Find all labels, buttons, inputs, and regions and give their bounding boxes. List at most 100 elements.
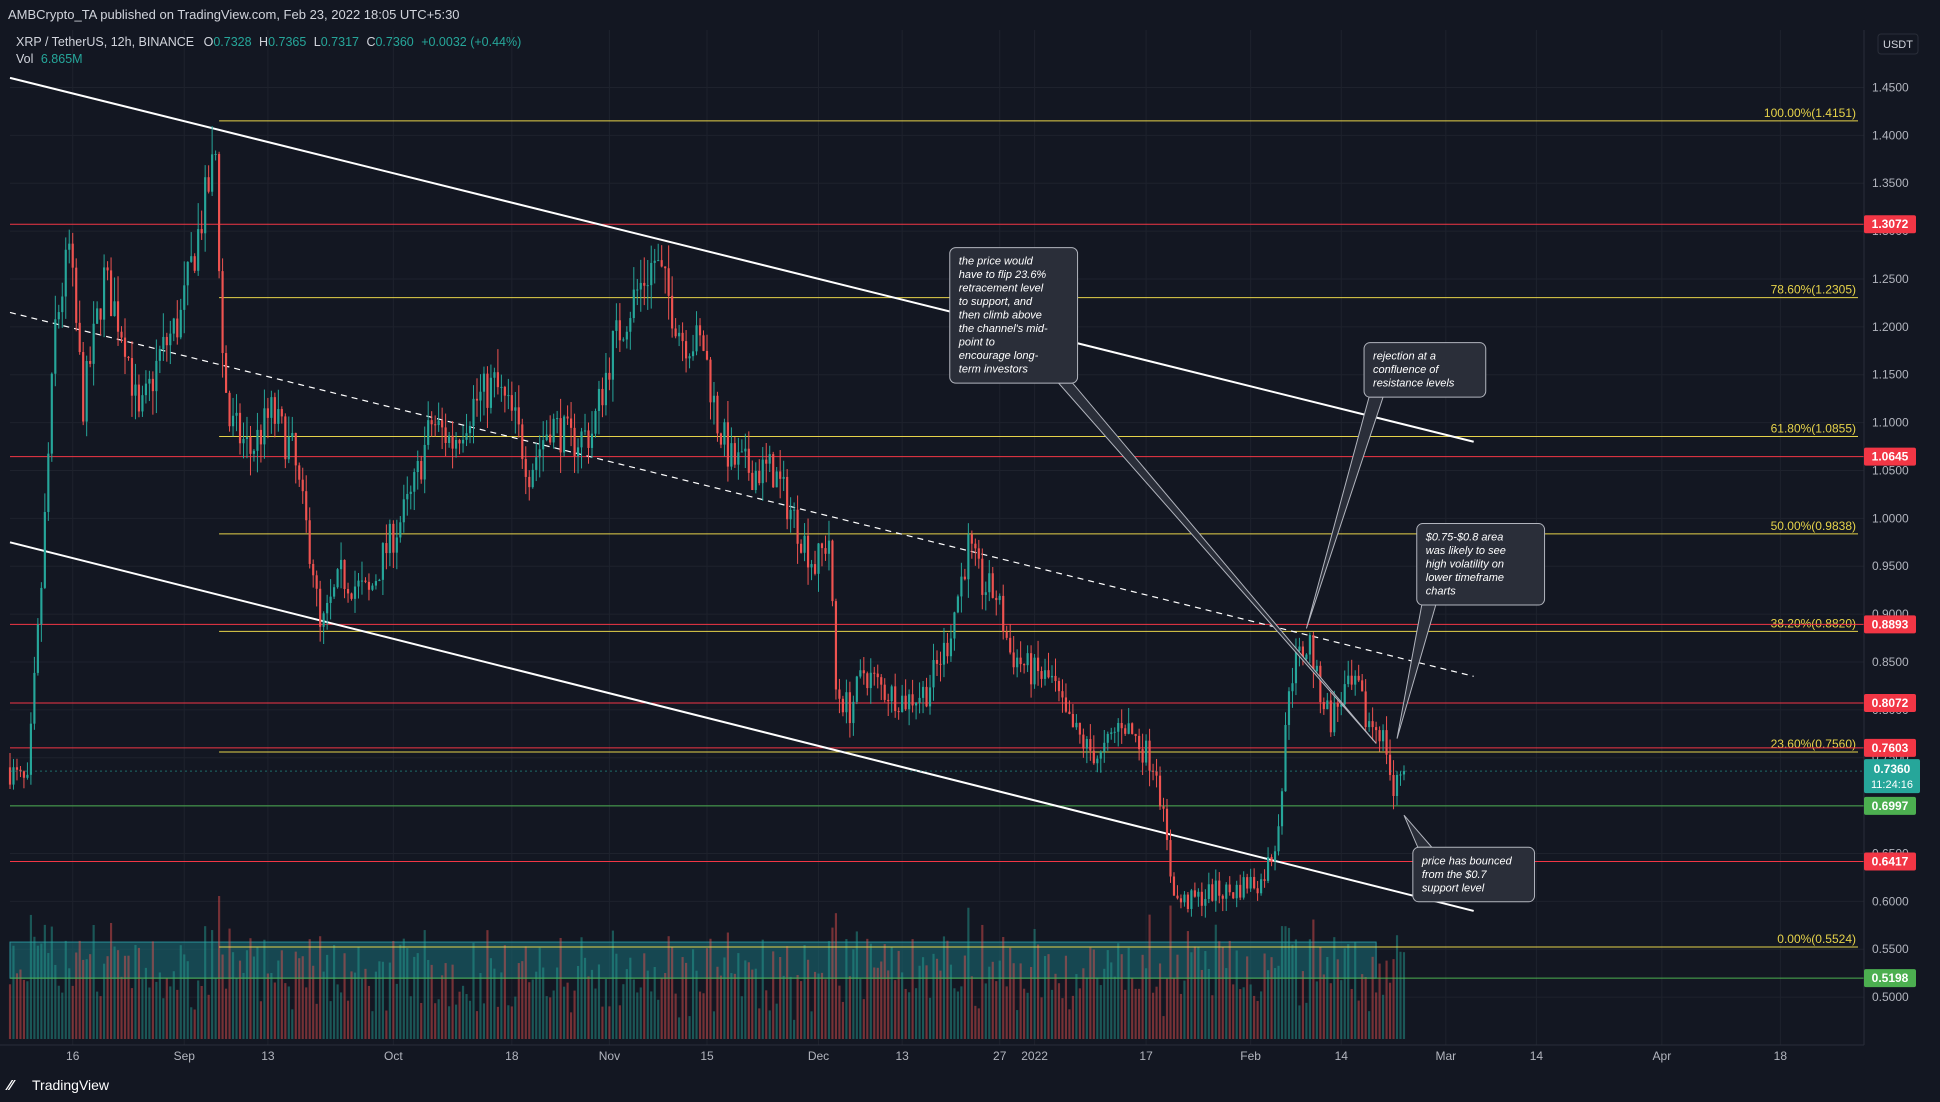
candle[interactable] [245,437,249,439]
candle[interactable] [650,262,653,286]
candle[interactable] [901,695,904,713]
candle[interactable] [388,523,391,554]
candle[interactable] [218,154,221,272]
candle[interactable] [346,589,350,594]
candle[interactable] [402,499,405,523]
candle[interactable] [266,408,269,418]
candle[interactable] [611,330,614,380]
candle[interactable] [329,596,332,603]
candle[interactable] [789,509,792,520]
candle[interactable] [120,331,123,338]
candle[interactable] [22,771,26,778]
candle[interactable] [1043,670,1047,679]
candle[interactable] [169,333,172,346]
candle[interactable] [712,395,716,403]
candle[interactable] [116,301,120,332]
candle[interactable] [284,416,287,460]
candle[interactable] [918,697,921,703]
candle[interactable] [775,471,778,488]
candle[interactable] [782,476,785,479]
candle[interactable] [367,581,371,590]
annotation-callout[interactable]: $0.75-$0.8 area was likely to see high vol… [1396,523,1546,739]
candle[interactable] [224,353,228,393]
candle[interactable] [113,301,116,317]
candle[interactable] [151,378,154,392]
candle[interactable] [1186,894,1189,909]
candle[interactable] [360,580,364,582]
candle[interactable] [894,686,897,712]
candle[interactable] [1200,891,1203,906]
candle[interactable] [695,325,698,352]
candle[interactable] [542,440,545,450]
candle[interactable] [549,434,552,443]
candle[interactable] [305,491,308,521]
candle[interactable] [1361,680,1364,692]
candle[interactable] [691,351,695,357]
candle[interactable] [458,439,461,444]
candle[interactable] [1030,653,1033,685]
candle[interactable] [998,595,1001,601]
candle[interactable] [566,416,569,419]
candle[interactable] [702,335,705,351]
candle[interactable] [1242,877,1245,898]
candle[interactable] [569,418,573,428]
candle[interactable] [1343,684,1346,705]
tradingview-logo[interactable]: ⁄⁄ TradingView [5,1077,110,1094]
candle[interactable] [336,569,339,588]
candle[interactable] [1190,890,1193,909]
candle[interactable] [1235,884,1238,899]
candle[interactable] [820,543,824,549]
candle[interactable] [1270,857,1273,861]
candle[interactable] [155,360,158,392]
candle[interactable] [911,694,914,706]
candle[interactable] [301,479,304,492]
candle[interactable] [1110,732,1113,734]
candle[interactable] [465,433,468,440]
candle[interactable] [681,332,684,342]
candle[interactable] [810,564,813,568]
candle[interactable] [977,548,980,559]
candle[interactable] [162,336,165,350]
candle[interactable] [1385,730,1388,755]
candle[interactable] [1388,754,1392,775]
candle[interactable] [92,323,95,364]
candle[interactable] [1399,774,1402,776]
candle[interactable] [315,575,318,589]
candle[interactable] [1357,675,1360,681]
candle[interactable] [144,383,147,396]
candle[interactable] [981,558,984,595]
candle[interactable] [664,266,667,269]
candle[interactable] [580,431,583,448]
candle[interactable] [1103,742,1106,752]
candle[interactable] [963,576,966,580]
candle[interactable] [308,520,311,564]
candle[interactable] [1016,657,1019,668]
candle[interactable] [326,602,329,614]
candle[interactable] [1256,888,1259,894]
annotation-callout[interactable]: rejection at a confluence of resistance le… [1305,342,1487,629]
candle[interactable] [768,454,771,464]
candle[interactable] [1005,631,1008,638]
candle[interactable] [1155,771,1158,776]
candle[interactable] [890,686,893,702]
annotation-callout[interactable]: the price would have to flip 23.6% retrace… [949,247,1377,744]
candle[interactable] [772,454,775,488]
candle[interactable] [47,453,50,512]
time-axis[interactable]: 16 Sep 13 Oct 18 Nov 15 Dec 13 27 2022 17 Feb 14 Mar 14… [66,1049,1787,1063]
channel-lower-line[interactable] [9,541,1474,912]
candle[interactable] [855,676,858,702]
candle[interactable] [36,624,39,673]
candle[interactable] [183,285,186,310]
candle[interactable] [988,573,991,593]
candle[interactable] [517,407,520,425]
candle[interactable] [427,420,430,445]
candle[interactable] [960,576,963,597]
candle[interactable] [845,692,848,713]
candle[interactable] [64,249,67,297]
candle[interactable] [134,384,137,396]
candle[interactable] [1026,653,1029,666]
candle[interactable] [1329,700,1332,733]
candle[interactable] [26,774,29,778]
candle[interactable] [660,260,663,267]
currency-button[interactable]: USDT [1877,33,1919,55]
